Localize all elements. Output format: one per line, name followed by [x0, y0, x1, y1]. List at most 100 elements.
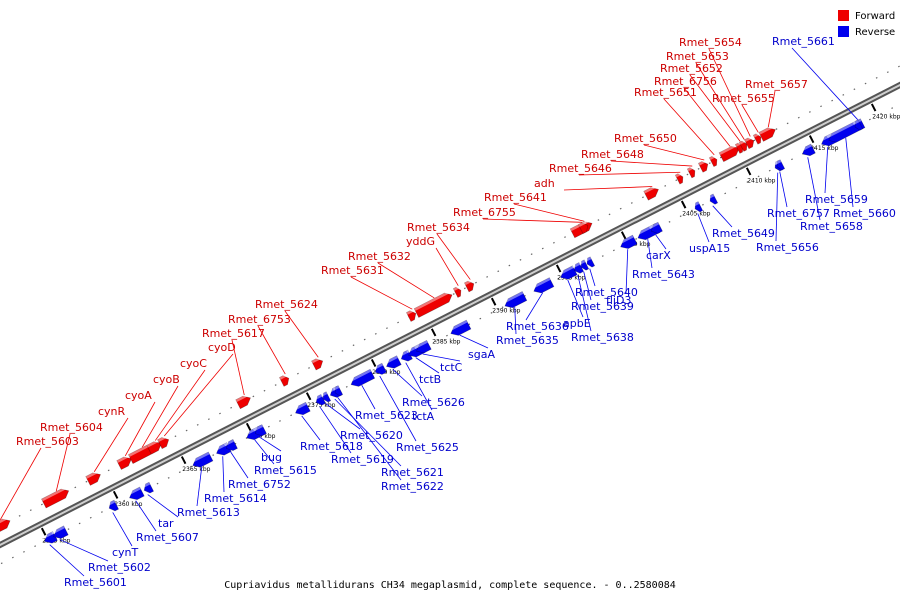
- gene-rmet-5640[interactable]: [584, 256, 596, 269]
- gene-rmet-5601[interactable]: [42, 531, 58, 545]
- gene-rmet-5649[interactable]: [707, 193, 719, 206]
- label-rmet-5613[interactable]: Rmet_5613: [177, 506, 240, 519]
- gene-cynt[interactable]: [106, 499, 119, 513]
- gene-tctc[interactable]: [414, 339, 432, 355]
- gene-sgaa[interactable]: [448, 319, 472, 338]
- gene-rmet-5604[interactable]: [41, 486, 71, 509]
- gene-rmet-5646[interactable]: [674, 172, 685, 185]
- gene-rmet-5654[interactable]: [744, 136, 756, 150]
- label-rmet-5623[interactable]: Rmet_5623: [355, 409, 418, 422]
- label-rmet-5661[interactable]: Rmet_5661: [772, 35, 835, 48]
- gene-rmet-6752[interactable]: [224, 439, 238, 452]
- gene-tar[interactable]: [141, 481, 154, 495]
- label-tctb[interactable]: tctB: [419, 373, 441, 386]
- gene-rmet-5632[interactable]: [413, 290, 454, 318]
- gene-cyoa[interactable]: [116, 454, 134, 470]
- label-rmet-5648[interactable]: Rmet_5648: [581, 148, 644, 161]
- label-cyob[interactable]: cyoB: [153, 373, 180, 386]
- label-rmet-5646[interactable]: Rmet_5646: [549, 162, 612, 175]
- gene-rmet-6753[interactable]: [279, 373, 291, 387]
- label-rmet-6753[interactable]: Rmet_6753: [228, 313, 291, 326]
- gene-rmet-5626[interactable]: [384, 355, 402, 371]
- label-rmet-6757[interactable]: Rmet_6757: [767, 207, 830, 220]
- gene-rmet-5638[interactable]: [571, 262, 584, 276]
- gene-rmet-5639[interactable]: [578, 259, 590, 272]
- gene-rmet-5641[interactable]: [578, 221, 590, 234]
- label-rmet-5636[interactable]: Rmet_5636: [506, 320, 569, 333]
- label-bug[interactable]: bug: [261, 451, 282, 464]
- label-rmet-5649[interactable]: Rmet_5649: [712, 227, 775, 240]
- label-tctc[interactable]: tctC: [440, 361, 463, 374]
- label-rmet-6756[interactable]: Rmet_6756: [654, 75, 717, 88]
- label-rmet-5620[interactable]: Rmet_5620: [340, 429, 403, 442]
- gene-rmet-5648[interactable]: [686, 166, 697, 179]
- label-rmet-5604[interactable]: Rmet_5604: [40, 421, 103, 434]
- gene-yddg[interactable]: [452, 285, 463, 298]
- label-rmet-5624[interactable]: Rmet_5624: [255, 298, 318, 311]
- gene-rmet-5661[interactable]: [852, 119, 864, 132]
- label-rmet-5660[interactable]: Rmet_5660: [833, 207, 896, 220]
- label-rmet-5602[interactable]: Rmet_5602: [88, 561, 151, 574]
- label-rmet-5658[interactable]: Rmet_5658: [800, 220, 863, 233]
- gene-apbe[interactable]: [558, 265, 578, 282]
- gene-carx[interactable]: [649, 221, 663, 235]
- label-rmet-5638[interactable]: Rmet_5638: [571, 331, 634, 344]
- label-cyod[interactable]: cyoD: [208, 341, 236, 354]
- label-rmet-5618[interactable]: Rmet_5618: [300, 440, 363, 453]
- label-rmet-5622[interactable]: Rmet_5622: [381, 480, 444, 493]
- gene-rmet-5617[interactable]: [235, 393, 253, 410]
- label-sgaa[interactable]: sgaA: [468, 348, 495, 361]
- label-flid3[interactable]: fliD3: [606, 294, 631, 307]
- label-rmet-5617[interactable]: Rmet_5617: [202, 327, 265, 340]
- label-rmet-5603[interactable]: Rmet_5603: [16, 435, 79, 448]
- gene-rmet-5657[interactable]: [758, 125, 778, 142]
- label-rmet-5621[interactable]: Rmet_5621: [381, 466, 444, 479]
- gene-rmet-5631[interactable]: [406, 308, 418, 322]
- label-rmet-5657[interactable]: Rmet_5657: [745, 78, 808, 91]
- gene-rmet-5619[interactable]: [313, 393, 326, 407]
- label-rmet-5659[interactable]: Rmet_5659: [805, 193, 868, 206]
- label-rmet-5654[interactable]: Rmet_5654: [679, 36, 742, 49]
- gene-rmet-6756[interactable]: [718, 143, 741, 163]
- gene-tcta[interactable]: [399, 349, 413, 363]
- gene-rmet-5658[interactable]: [800, 143, 816, 158]
- label-tar[interactable]: tar: [158, 517, 174, 530]
- label-rmet-5651[interactable]: Rmet_5651: [634, 86, 697, 99]
- label-rmet-5652[interactable]: Rmet_5652: [660, 62, 723, 75]
- gene-rmet-5618[interactable]: [293, 401, 311, 417]
- gene-cynr[interactable]: [85, 470, 103, 486]
- label-rmet-5615[interactable]: Rmet_5615: [254, 464, 317, 477]
- label-rmet-5656[interactable]: Rmet_5656: [756, 241, 819, 254]
- label-cyoc[interactable]: cyoC: [180, 357, 207, 370]
- label-rmet-5614[interactable]: Rmet_5614: [204, 492, 267, 505]
- gene-rmet-5634[interactable]: [464, 279, 476, 293]
- gene-rmet-5624[interactable]: [311, 356, 325, 371]
- gene-rmet-5650[interactable]: [698, 159, 710, 173]
- label-rmet-5632[interactable]: Rmet_5632: [348, 250, 411, 263]
- label-rmet-5607[interactable]: Rmet_5607: [136, 531, 199, 544]
- gene-rmet-5620[interactable]: [320, 391, 332, 404]
- label-rmet-5639[interactable]: Rmet_5639: [571, 300, 634, 313]
- label-adh[interactable]: adh: [534, 177, 555, 190]
- gene-rmet-5635[interactable]: [502, 291, 528, 311]
- label-rmet-5631[interactable]: Rmet_5631: [321, 264, 384, 277]
- label-rmet-5655[interactable]: Rmet_5655: [712, 92, 775, 105]
- gene-flid3[interactable]: [618, 234, 638, 251]
- label-rmet-5653[interactable]: Rmet_5653: [666, 50, 729, 63]
- gene-rmet-5625[interactable]: [373, 362, 387, 376]
- gene-rmet-5623[interactable]: [348, 368, 376, 389]
- gene-rmet-5603[interactable]: [0, 516, 12, 536]
- gene-rmet-5622[interactable]: [332, 385, 344, 398]
- gene-cyod[interactable]: [157, 435, 171, 450]
- gene-rmet-5655[interactable]: [752, 132, 763, 145]
- label-rmet-5625[interactable]: Rmet_5625: [396, 441, 459, 454]
- label-rmet-5641[interactable]: Rmet_5641: [484, 191, 547, 204]
- label-rmet-5643[interactable]: Rmet_5643: [632, 268, 695, 281]
- label-rmet-5619[interactable]: Rmet_5619: [331, 453, 394, 466]
- label-apbe[interactable]: apbE: [563, 317, 591, 330]
- label-rmet-5635[interactable]: Rmet_5635: [496, 334, 559, 347]
- label-carx[interactable]: carX: [646, 249, 671, 262]
- gene-rmet-5651[interactable]: [708, 155, 719, 168]
- gene-uspa15[interactable]: [692, 201, 704, 214]
- label-tcta[interactable]: tctA: [412, 410, 435, 423]
